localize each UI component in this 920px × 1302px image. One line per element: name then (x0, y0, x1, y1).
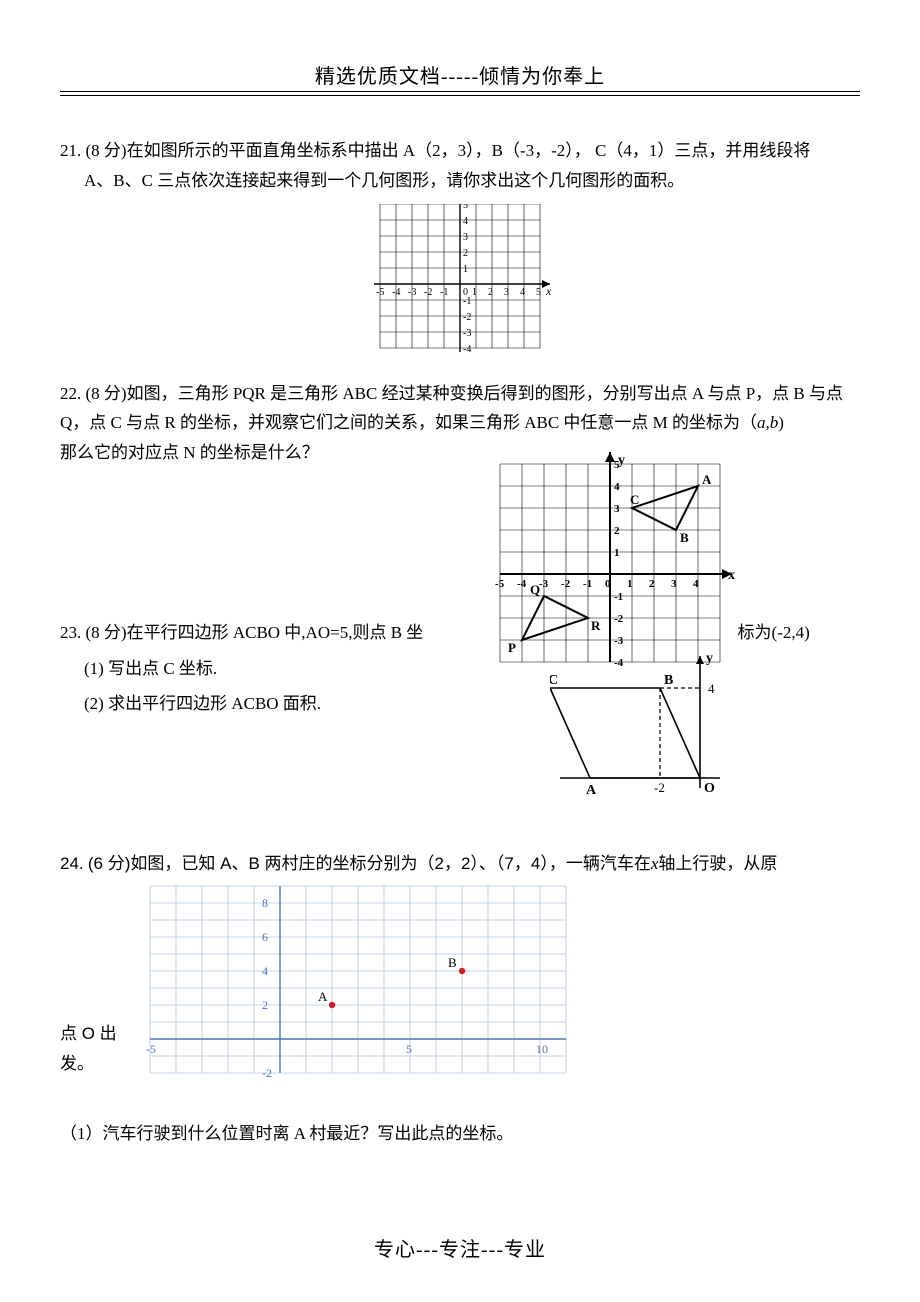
svg-text:4: 4 (463, 216, 468, 227)
svg-text:6: 6 (262, 930, 268, 944)
svg-text:x: x (728, 568, 735, 583)
question-22: 22. (8 分)如图，三角形 PQR 是三角形 ABC 经过某种变换后得到的图… (60, 379, 860, 720)
svg-text:A: A (702, 472, 712, 487)
svg-text:A: A (318, 989, 328, 1004)
svg-text:4: 4 (693, 578, 699, 590)
svg-text:1: 1 (463, 264, 468, 275)
svg-text:-1: -1 (614, 591, 623, 603)
svg-text:-1: -1 (583, 578, 592, 590)
q23-svg: O A B C -2 4 y (550, 648, 740, 798)
svg-text:-3: -3 (408, 287, 416, 298)
svg-text:B: B (664, 673, 673, 688)
svg-text:B: B (680, 530, 689, 545)
q22-label: 22. (60, 384, 81, 403)
q22-points: (8 分) (86, 384, 127, 403)
svg-text:-4: -4 (517, 578, 527, 590)
svg-text:B: B (448, 955, 457, 970)
svg-text:-1: -1 (463, 296, 471, 307)
svg-text:1: 1 (614, 547, 620, 559)
svg-text:C: C (630, 492, 639, 507)
svg-text:5: 5 (463, 204, 468, 211)
svg-text:4: 4 (614, 481, 620, 493)
svg-text:y: y (618, 453, 625, 468)
q22-line2b: a,b (757, 413, 778, 432)
question-21: 21. (8 分)在如图所示的平面直角坐标系中描出 A（2，3），B（-3，-2… (60, 136, 860, 196)
q23-sub2: (2) 求出平行四边形 ACBO 面积. (60, 689, 860, 719)
q22-line2c: ) (778, 413, 784, 432)
svg-text:Q: Q (530, 582, 540, 597)
q21-text2: A、B、C 三点依次连接起来得到一个几何图形，请你求出这个几何图形的面积。 (60, 166, 860, 196)
question-24: 24. (6 分)如图，已知 A、B 两村庄的坐标分别为（2，2）、（7，4），… (60, 849, 860, 1149)
q24-text-a: 如图，已知 A、B 两村庄的坐标分别为（2，2）、（7，4），一辆汽车在 (130, 854, 650, 873)
q24-text-b: 轴上行驶，从原 (658, 854, 777, 873)
svg-text:-5: -5 (376, 287, 384, 298)
q23-line1b: 标为(-2,4) (738, 623, 810, 642)
svg-text:2: 2 (614, 525, 620, 537)
svg-text:3: 3 (504, 287, 509, 298)
q23-sub1: (1) 写出点 C 坐标. (60, 654, 860, 684)
page-footer: 专心---专注---专业 (0, 1233, 920, 1262)
svg-text:-4: -4 (392, 287, 400, 298)
svg-text:C: C (550, 673, 558, 688)
svg-text:-2: -2 (262, 1066, 272, 1079)
svg-text:4: 4 (520, 287, 525, 298)
svg-text:-4: -4 (463, 344, 471, 355)
q24-sub1: （1）汽车行驶到什么位置时离 A 村最近？写出此点的坐标。 (60, 1119, 860, 1149)
svg-text:5: 5 (406, 1042, 412, 1056)
question-23: 23. (8 分)在平行四边形 ACBO 中,AO=5,则点 B 坐 标为(-2… (60, 618, 860, 719)
svg-text:-5: -5 (146, 1042, 156, 1056)
svg-text:1: 1 (472, 287, 477, 298)
svg-text:O: O (704, 781, 715, 796)
svg-text:3: 3 (614, 503, 620, 515)
q21-label: 21. (60, 141, 81, 160)
svg-text:x: x (545, 284, 552, 298)
svg-text:-3: -3 (539, 578, 549, 590)
q21-text1: 在如图所示的平面直角坐标系中描出 A（2，3），B（-3，-2）， C（4，1）… (127, 141, 811, 160)
svg-text:10: 10 (536, 1042, 548, 1056)
svg-text:8: 8 (262, 896, 268, 910)
q24-label: 24. (60, 854, 84, 873)
svg-text:-1: -1 (440, 287, 448, 298)
header-rule (60, 91, 860, 96)
q22-line1: 如图，三角形 PQR 是三角形 ABC 经过某种变换后得到的图形，分别写出点 A… (127, 384, 843, 403)
svg-text:2: 2 (488, 287, 493, 298)
q23-points: (8 分) (86, 623, 127, 642)
svg-text:-2: -2 (561, 578, 571, 590)
svg-text:2: 2 (649, 578, 655, 590)
svg-text:1: 1 (627, 578, 633, 590)
svg-text:2: 2 (463, 248, 468, 259)
q24-points: (6 分) (88, 854, 131, 873)
svg-text:4: 4 (262, 964, 268, 978)
q23-diagram: O A B C -2 4 y (550, 648, 740, 808)
svg-text:A: A (586, 783, 597, 798)
q23-label: 23. (60, 623, 81, 642)
svg-text:0: 0 (605, 578, 611, 590)
page-header: 精选优质文档-----倾情为你奉上 (60, 60, 860, 89)
q21-diagram: -5-4-3-2-101234554321-1-2-3-4xy (60, 204, 860, 369)
svg-text:5: 5 (536, 287, 541, 298)
svg-text:-2: -2 (654, 780, 665, 795)
svg-text:4: 4 (708, 681, 715, 696)
svg-text:y: y (464, 204, 471, 205)
q21-grid-svg: -5-4-3-2-101234554321-1-2-3-4xy (350, 204, 570, 364)
svg-text:3: 3 (671, 578, 677, 590)
q24-svg: -5 5 10 -2 2 4 6 8 A B (130, 879, 570, 1079)
svg-text:-2: -2 (463, 312, 471, 323)
svg-text:-2: -2 (424, 287, 432, 298)
svg-text:y: y (706, 651, 713, 666)
svg-text:2: 2 (262, 998, 268, 1012)
q22-line2: Q，点 C 与点 R 的坐标，并观察它们之间的关系，如果三角形 ABC 中任意一… (60, 413, 757, 432)
page: 精选优质文档-----倾情为你奉上 21. (8 分)在如图所示的平面直角坐标系… (0, 0, 920, 1302)
q21-points: (8 分) (86, 141, 127, 160)
q24-origin: 点 O 出发。 (60, 1019, 130, 1079)
svg-text:3: 3 (463, 232, 468, 243)
q23-line1a: 在平行四边形 ACBO 中,AO=5,则点 B 坐 (127, 623, 424, 642)
svg-text:-5: -5 (495, 578, 505, 590)
svg-text:-3: -3 (463, 328, 471, 339)
